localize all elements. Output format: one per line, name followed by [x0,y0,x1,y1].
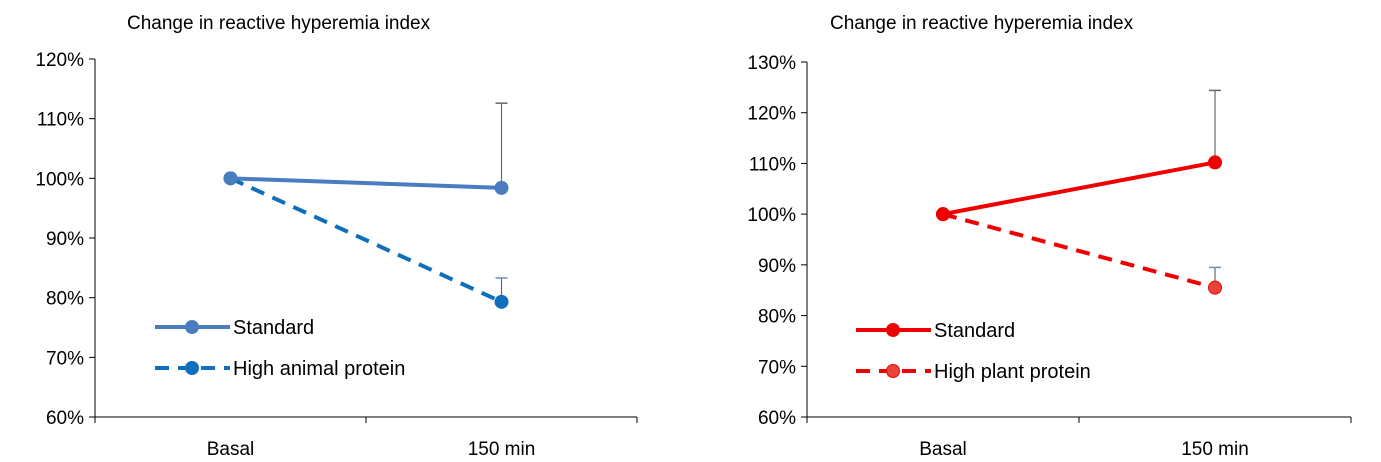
series-line [942,160,1216,217]
y-tick-label: 70% [758,357,796,378]
y-tick-label: 100% [747,205,796,226]
y-tick-label: 90% [758,256,796,277]
y-tick-label: 120% [747,104,796,125]
legend-swatch-marker [185,320,199,334]
x-tick-label: Basal [207,439,255,460]
legend-label: Standard [233,317,314,339]
series-line [230,176,502,190]
y-tick-label: 90% [46,229,84,250]
x-tick-label: 150 min [468,439,536,460]
legend-swatch-marker [185,361,199,375]
legend-label: High animal protein [233,358,405,380]
x-tick-label: Basal [919,439,967,460]
y-tick-label: 120% [35,50,84,71]
y-tick-label: 110% [749,154,796,175]
y-tick-label: 100% [35,169,84,190]
chart-title: Change in reactive hyperemia index [127,13,431,34]
chart-title: Change in reactive hyperemia index [830,13,1134,34]
legend-swatch-marker [886,323,900,337]
y-tick-label: 80% [758,307,796,328]
x-tick-label: 150 min [1181,439,1249,460]
series-line [942,212,1216,290]
left-chart: Change in reactive hyperemia index 60% 70%… [35,13,638,460]
legend-swatch-marker [886,364,900,378]
y-tick-label: 60% [46,408,84,429]
y-tick-label: 110% [37,110,84,131]
data-point [223,171,238,186]
y-tick-label: 130% [747,53,796,74]
y-tick-label: 80% [46,289,84,310]
data-point [494,180,509,195]
data-point [936,207,950,222]
data-point [1208,280,1222,295]
y-tick-label: 70% [46,348,84,369]
y-tick-label: 60% [758,408,796,429]
legend-label: High plant protein [934,361,1091,383]
legend-label: Standard [934,320,1015,342]
data-point [494,294,509,309]
data-point [1208,155,1222,170]
right-chart: Change in reactive hyperemia index 60% 70%… [747,13,1352,460]
series-line [229,176,503,304]
